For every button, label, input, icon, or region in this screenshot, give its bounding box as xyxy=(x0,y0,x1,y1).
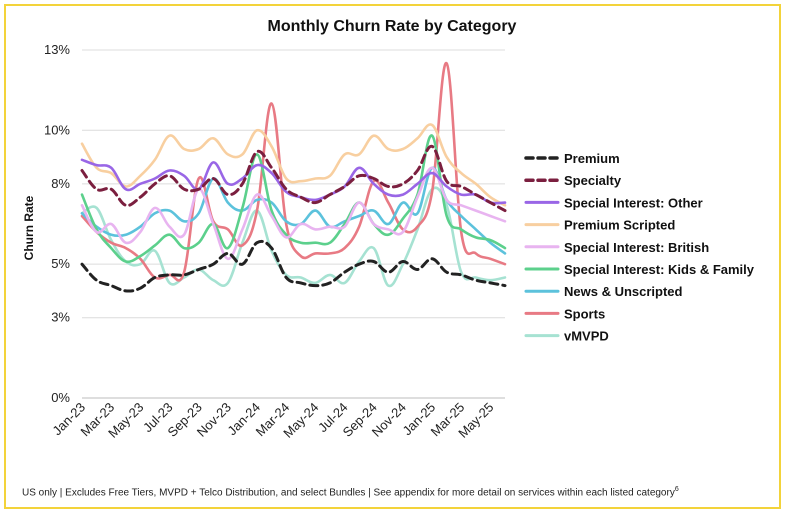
footnote-superscript: 6 xyxy=(674,486,679,493)
series-line-specialty xyxy=(80,144,507,213)
series-line-sports xyxy=(80,62,507,282)
y-tick-label: 5% xyxy=(51,256,70,271)
footnote-text: US only | Excludes Free Tiers, MVPD + Te… xyxy=(22,487,675,499)
x-axis-ticks: Jan-23Mar-23May-23Jul-23Sep-23Nov-23Jan-… xyxy=(49,400,496,441)
series-lines xyxy=(80,62,507,293)
legend-label: News & Unscripted xyxy=(564,284,683,299)
legend-label: vMVPD xyxy=(564,329,609,344)
grid xyxy=(82,49,505,399)
chart-title: Monthly Churn Rate by Category xyxy=(268,18,517,35)
legend-label: Premium Scripted xyxy=(564,218,675,233)
legend-label: Special Interest: Kids & Family xyxy=(564,262,755,277)
y-tick-label: 0% xyxy=(51,390,70,405)
series-line-special-interest-british xyxy=(80,166,507,261)
series-line-special-interest-kids-family xyxy=(80,134,507,264)
legend: Premium Specialty Special Interest: Other P… xyxy=(524,151,755,344)
y-tick-label: 3% xyxy=(51,310,70,325)
y-tick-label: 10% xyxy=(44,122,70,137)
legend-label: Sports xyxy=(564,306,605,321)
y-tick-label: 13% xyxy=(44,42,70,57)
legend-label: Specialty xyxy=(564,173,622,188)
y-axis-label: Churn Rate xyxy=(22,195,36,260)
legend-label: Premium xyxy=(564,151,620,166)
series-line-premium-scripted xyxy=(80,123,507,207)
footnote: US only | Excludes Free Tiers, MVPD + Te… xyxy=(22,486,679,498)
series-line-vmvpd xyxy=(80,186,507,288)
legend-label: Special Interest: British xyxy=(564,240,709,255)
legend-label: Special Interest: Other xyxy=(564,195,703,210)
chart-frame xyxy=(4,4,781,509)
series-line-premium xyxy=(80,239,507,293)
y-tick-label: 8% xyxy=(51,176,70,191)
y-axis-ticks: 0% 3% 5% 8% 10% 13% xyxy=(44,42,70,405)
